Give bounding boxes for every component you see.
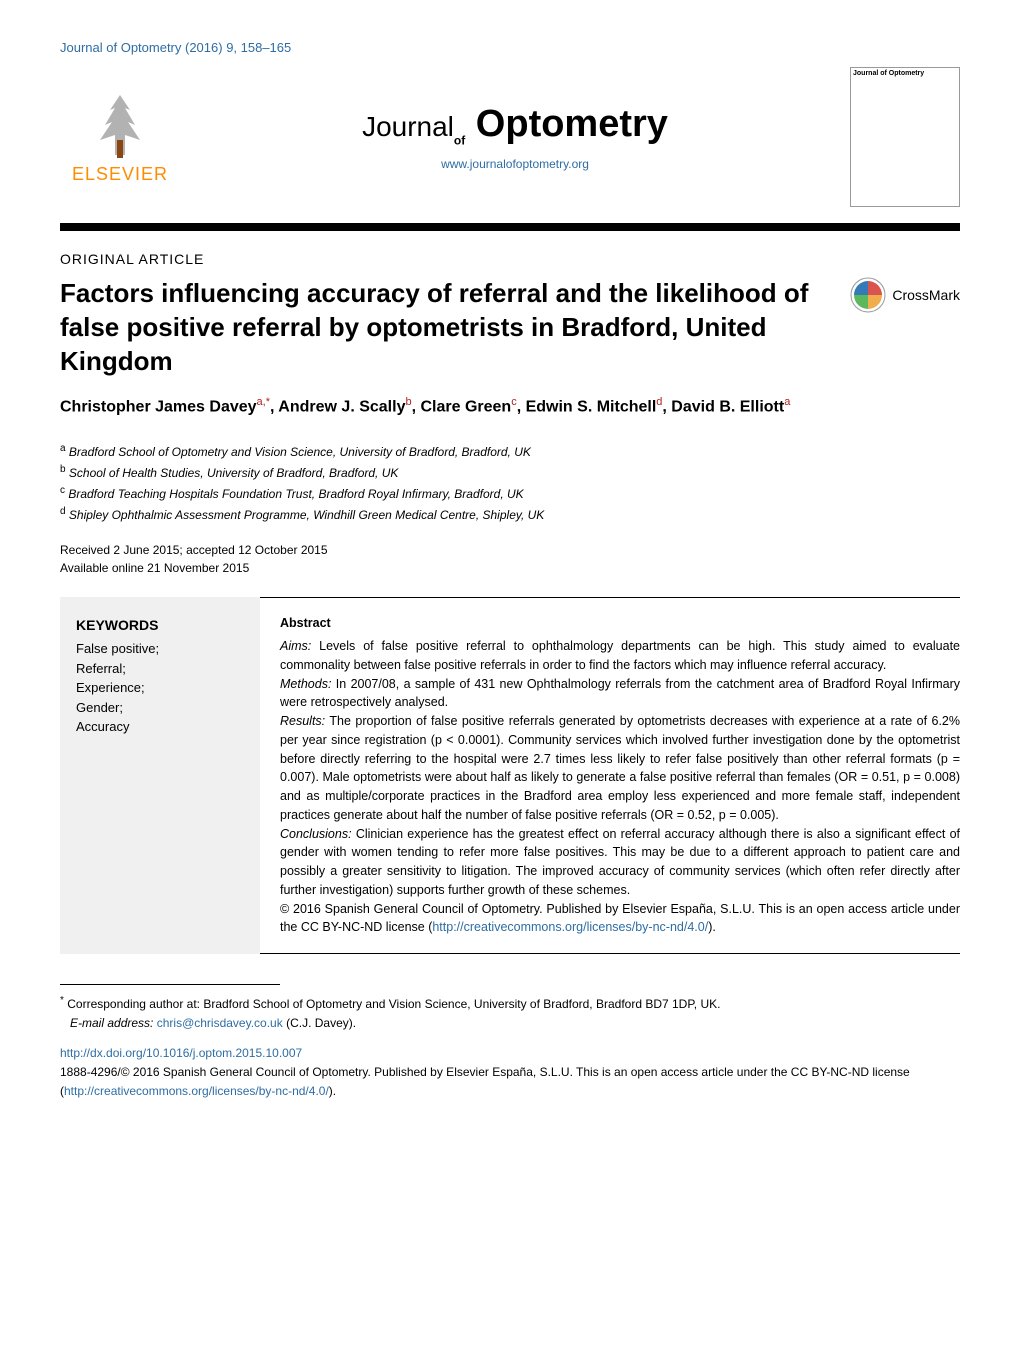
footnotes-rule — [60, 984, 280, 985]
journal-main-word: Optometry — [476, 103, 668, 145]
affiliation-line: c Bradford Teaching Hospitals Foundation… — [60, 483, 960, 504]
doi-line: http://dx.doi.org/10.1016/j.optom.2015.1… — [60, 1044, 960, 1063]
footnotes: * Corresponding author at: Bradford Scho… — [60, 993, 960, 1101]
affiliation-line: b School of Health Studies, University o… — [60, 462, 960, 483]
results-label: Results: — [280, 714, 325, 728]
article-dates: Received 2 June 2015; accepted 12 Octobe… — [60, 541, 960, 577]
corresponding-author-note: * Corresponding author at: Bradford Scho… — [60, 993, 960, 1014]
issn-copyright-line: 1888-4296/© 2016 Spanish General Council… — [60, 1063, 960, 1101]
keywords-heading: KEYWORDS — [76, 617, 244, 633]
received-date: Received 2 June 2015; accepted 12 Octobe… — [60, 541, 960, 559]
journal-of: of — [454, 133, 465, 147]
affiliation-line: a Bradford School of Optometry and Visio… — [60, 441, 960, 462]
methods-text: In 2007/08, a sample of 431 new Ophthalm… — [280, 677, 960, 710]
journal-masthead-title: Journalof Optometry — [204, 103, 826, 148]
cover-thumb-title: Journal of Optometry — [853, 70, 957, 77]
keywords-column: KEYWORDS False positive;Referral;Experie… — [60, 597, 260, 954]
author-email-link[interactable]: chris@chrisdavey.co.uk — [157, 1016, 283, 1030]
article-title: Factors influencing accuracy of referral… — [60, 277, 830, 378]
abstract-conclusions: Conclusions: Clinician experience has th… — [280, 825, 960, 900]
journal-url-link[interactable]: www.journalofoptometry.org — [204, 157, 826, 171]
aims-text: Levels of false positive referral to oph… — [280, 639, 960, 672]
methods-label: Methods: — [280, 677, 331, 691]
available-date: Available online 21 November 2015 — [60, 559, 960, 577]
keywords-list: False positive;Referral;Experience;Gende… — [76, 639, 244, 737]
title-row: Factors influencing accuracy of referral… — [60, 277, 960, 378]
abstract-heading: Abstract — [280, 614, 960, 633]
abstract-copyright: © 2016 Spanish General Council of Optome… — [280, 900, 960, 938]
affiliation-line: d Shipley Ophthalmic Assessment Programm… — [60, 504, 960, 525]
doi-link[interactable]: http://dx.doi.org/10.1016/j.optom.2015.1… — [60, 1046, 302, 1060]
email-person: (C.J. Davey). — [286, 1016, 356, 1030]
corresponding-sup: * — [60, 995, 64, 1006]
abstract-methods: Methods: In 2007/08, a sample of 431 new… — [280, 675, 960, 713]
license-link[interactable]: http://creativecommons.org/licenses/by-n… — [432, 920, 708, 934]
journal-citation: Journal of Optometry (2016) 9, 158–165 — [60, 40, 960, 55]
conclusions-text: Clinician experience has the greatest ef… — [280, 827, 960, 897]
results-text: The proportion of false positive referra… — [280, 714, 960, 822]
email-label: E-mail address: — [70, 1016, 153, 1030]
conclusions-label: Conclusions: — [280, 827, 352, 841]
crossmark-icon — [850, 277, 886, 313]
corresponding-text: Corresponding author at: Bradford School… — [67, 997, 720, 1011]
article-type-label: ORIGINAL ARTICLE — [60, 251, 960, 267]
publisher-logo: ELSEVIER — [60, 90, 180, 185]
abstract-column: Abstract Aims: Levels of false positive … — [260, 597, 960, 954]
journal-citation-link[interactable]: Journal of Optometry (2016) 9, 158–165 — [60, 40, 291, 55]
masthead: ELSEVIER Journalof Optometry www.journal… — [60, 67, 960, 231]
journal-cover-thumbnail: Journal of Optometry — [850, 67, 960, 207]
page-container: Journal of Optometry (2016) 9, 158–165 E… — [0, 0, 1020, 1141]
abstract-aims: Aims: Levels of false positive referral … — [280, 637, 960, 675]
abstract-container: KEYWORDS False positive;Referral;Experie… — [60, 597, 960, 954]
issn-suffix: ). — [329, 1084, 336, 1098]
publisher-name: ELSEVIER — [72, 164, 168, 185]
elsevier-tree-icon — [90, 90, 150, 160]
journal-title-block: Journalof Optometry www.journalofoptomet… — [204, 103, 826, 172]
email-line: E-mail address: chris@chrisdavey.co.uk (… — [60, 1014, 960, 1033]
issn-license-link[interactable]: http://creativecommons.org/licenses/by-n… — [64, 1084, 329, 1098]
crossmark-badge[interactable]: CrossMark — [850, 277, 960, 313]
crossmark-label: CrossMark — [892, 287, 960, 303]
copyright-suffix: ). — [708, 920, 716, 934]
journal-prefix: Journal — [362, 111, 454, 142]
aims-label: Aims: — [280, 639, 311, 653]
abstract-results: Results: The proportion of false positiv… — [280, 712, 960, 825]
author-list: Christopher James Daveya,*, Andrew J. Sc… — [60, 396, 960, 416]
affiliations-list: a Bradford School of Optometry and Visio… — [60, 441, 960, 526]
